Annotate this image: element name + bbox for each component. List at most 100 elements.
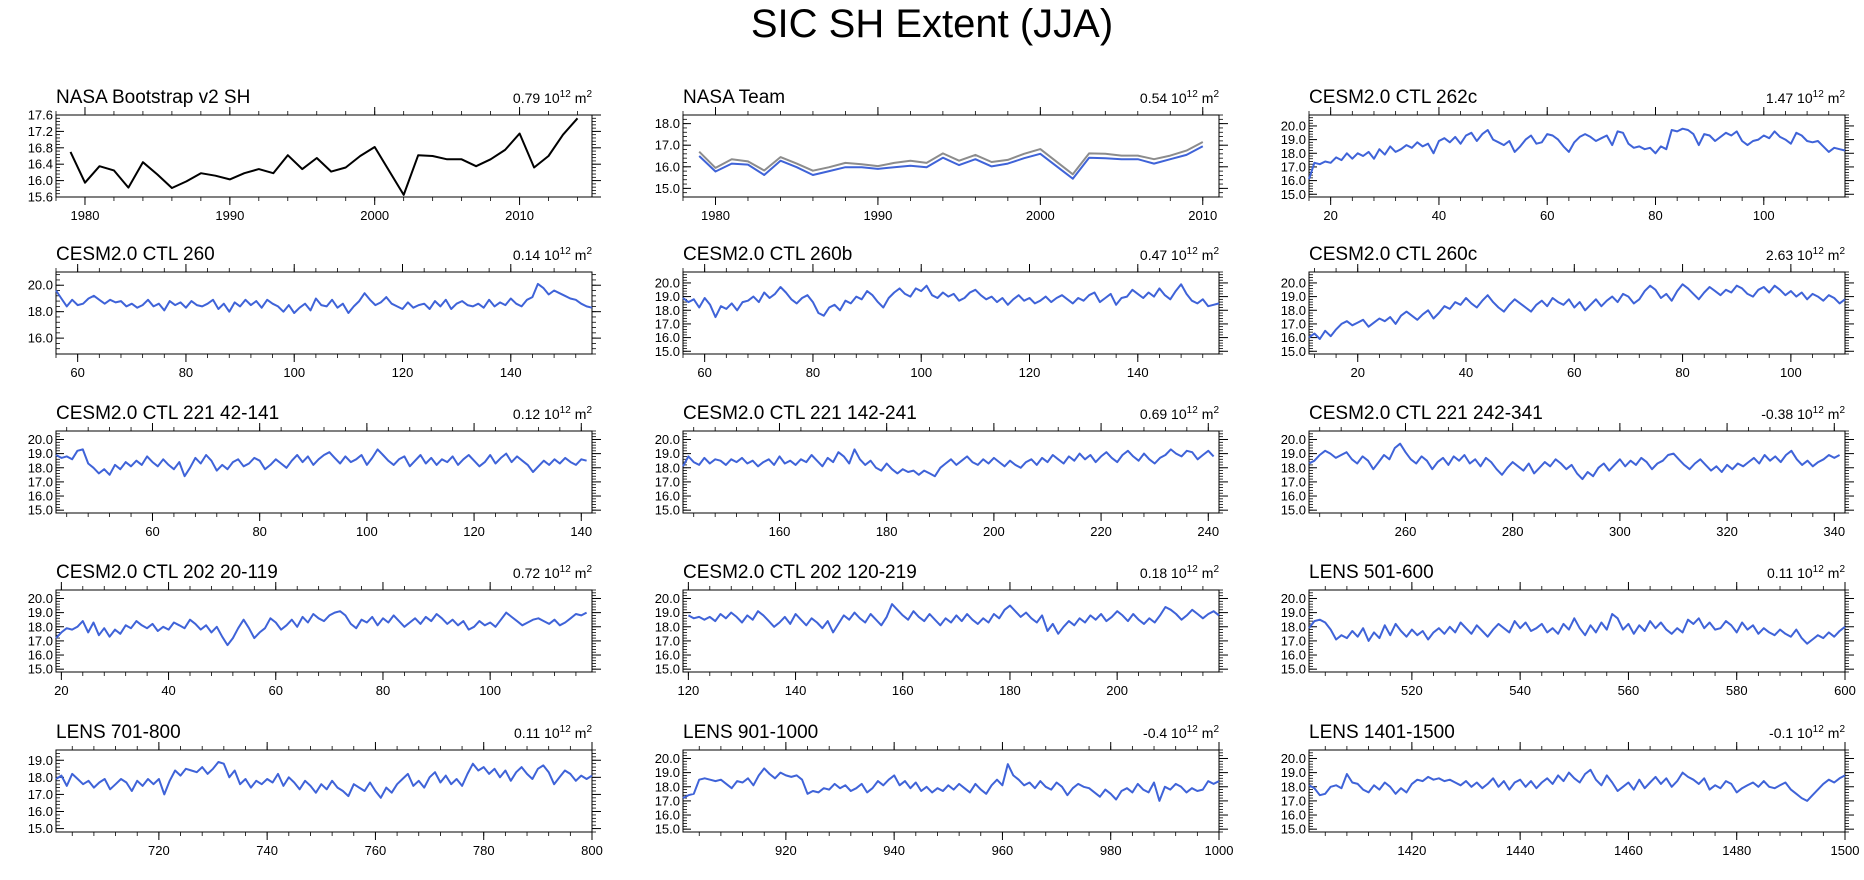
- y-tick-label: 19.0: [1281, 289, 1306, 304]
- plot-frame: [682, 430, 1220, 514]
- trend-unit-power: 2: [1213, 89, 1219, 100]
- x-tick-label: 920: [775, 843, 797, 858]
- trend-unit-power: 2: [586, 724, 592, 735]
- x-tick-label: 800: [581, 843, 603, 858]
- model-series-line: [1308, 442, 1841, 481]
- x-tick-label: 780: [473, 843, 495, 858]
- y-tick-label: 19.0: [28, 605, 53, 620]
- x-tick-label: 180: [999, 683, 1021, 698]
- plot-frame: [682, 589, 1220, 673]
- x-tick-label: 240: [1197, 524, 1219, 539]
- trend-label: 2.63 1012 m2: [1766, 246, 1846, 263]
- trend-exponent: 12: [1813, 405, 1825, 416]
- x-tick-label: 120: [463, 524, 485, 539]
- y-tick-label: 18.0: [28, 460, 53, 475]
- plot-frame: [55, 271, 593, 355]
- trend-value: -0.4 10: [1143, 725, 1187, 741]
- trend-unit-power: 2: [1213, 564, 1219, 575]
- y-tick-label: 18.0: [1281, 779, 1306, 794]
- y-tick-label: 18.0: [655, 460, 680, 475]
- y-tick-label: 16.0: [28, 804, 53, 819]
- trend-unit: m: [1202, 247, 1214, 263]
- x-tick-label: 1980: [701, 208, 730, 223]
- plot-frame: [1308, 749, 1846, 833]
- y-tick-label: 17.0: [28, 787, 53, 802]
- obs-series-line: [69, 117, 579, 196]
- y-tick-label: 15.6: [28, 190, 53, 205]
- model-series-line: [1308, 127, 1846, 180]
- trend-unit: m: [575, 565, 587, 581]
- trend-unit: m: [1828, 406, 1840, 422]
- y-tick-label: 18.0: [655, 779, 680, 794]
- y-tick-label: 16.0: [655, 808, 680, 823]
- y-tick-label: 17.0: [655, 316, 680, 331]
- x-tick-label: 1980: [71, 208, 100, 223]
- y-tick-label: 20.0: [1281, 432, 1306, 447]
- x-tick-label: 1440: [1506, 843, 1535, 858]
- x-tick-label: 320: [1716, 524, 1738, 539]
- model-series-line: [687, 603, 1220, 635]
- panel-title: CESM2.0 CTL 260c: [1309, 244, 1477, 265]
- trend-exponent: 12: [1187, 724, 1199, 735]
- x-tick-label: 1420: [1397, 843, 1426, 858]
- trend-label: 0.79 1012 m2: [513, 89, 593, 106]
- trend-unit-power: 2: [586, 89, 592, 100]
- x-tick-label: 40: [1459, 365, 1473, 380]
- x-tick-label: 2000: [360, 208, 389, 223]
- x-tick-label: 20: [1323, 208, 1337, 223]
- y-tick-label: 20.0: [1281, 751, 1306, 766]
- trend-exponent: 12: [1187, 246, 1199, 257]
- trend-unit: m: [1202, 406, 1214, 422]
- trend-value: -0.1 10: [1769, 725, 1813, 741]
- trend-value: 1.47 10: [1766, 90, 1813, 106]
- trend-unit: m: [575, 90, 587, 106]
- model-series-line: [1308, 768, 1846, 802]
- plot-frame: [682, 271, 1220, 355]
- x-tick-label: 140: [785, 683, 807, 698]
- chart-panel: LENS 901-1000 -0.4 1012 m2 15.016.017.018.0…: [655, 722, 1234, 858]
- model-series-line: [55, 448, 587, 478]
- trend-value: 0.11 10: [514, 725, 560, 741]
- plot-frame: [682, 749, 1220, 833]
- x-tick-label: 60: [70, 365, 84, 380]
- plot-frame: [1308, 271, 1846, 355]
- y-tick-label: 18.0: [655, 619, 680, 634]
- y-tick-label: 20.0: [28, 278, 53, 293]
- model-series-line: [1308, 283, 1846, 340]
- model-series-line: [1308, 613, 1846, 645]
- trend-unit: m: [575, 406, 587, 422]
- trend-label: -0.38 1012 m2: [1761, 405, 1845, 422]
- y-tick-label: 16.0: [1281, 808, 1306, 823]
- obs-series-line: [698, 141, 1204, 176]
- x-tick-label: 2010: [1188, 208, 1217, 223]
- x-tick-label: 60: [697, 365, 711, 380]
- y-tick-label: 20.0: [655, 275, 680, 290]
- trend-exponent: 12: [560, 246, 572, 257]
- y-tick-label: 17.0: [1281, 316, 1306, 331]
- trend-value: -0.38 10: [1761, 406, 1813, 422]
- x-tick-label: 1000: [1205, 843, 1234, 858]
- y-tick-label: 16.0: [1281, 173, 1306, 188]
- panel-title: CESM2.0 CTL 202 120-219: [683, 562, 917, 583]
- x-tick-label: 600: [1834, 683, 1856, 698]
- x-tick-label: 940: [883, 843, 905, 858]
- trend-exponent: 12: [1187, 405, 1199, 416]
- x-tick-label: 40: [161, 683, 175, 698]
- y-tick-label: 15.0: [1281, 662, 1306, 677]
- panel-title: LENS 701-800: [56, 722, 181, 743]
- x-tick-label: 560: [1618, 683, 1640, 698]
- trend-unit-power: 2: [586, 405, 592, 416]
- y-tick-label: 16.4: [28, 157, 53, 172]
- y-tick-label: 19.0: [1281, 605, 1306, 620]
- trend-value: 0.79 10: [513, 90, 560, 106]
- trend-unit-power: 2: [1839, 564, 1845, 575]
- y-tick-label: 18.0: [28, 619, 53, 634]
- model-series-line: [682, 283, 1220, 319]
- trend-exponent: 12: [1813, 724, 1825, 735]
- trend-exponent: 12: [1813, 564, 1825, 575]
- x-tick-label: 340: [1823, 524, 1845, 539]
- panel-title: LENS 501-600: [1309, 562, 1434, 583]
- x-tick-label: 80: [376, 683, 390, 698]
- plot-frame: [1308, 589, 1846, 673]
- chart-panel: CESM2.0 CTL 260c 2.63 1012 m215.016.017.01…: [1281, 244, 1854, 380]
